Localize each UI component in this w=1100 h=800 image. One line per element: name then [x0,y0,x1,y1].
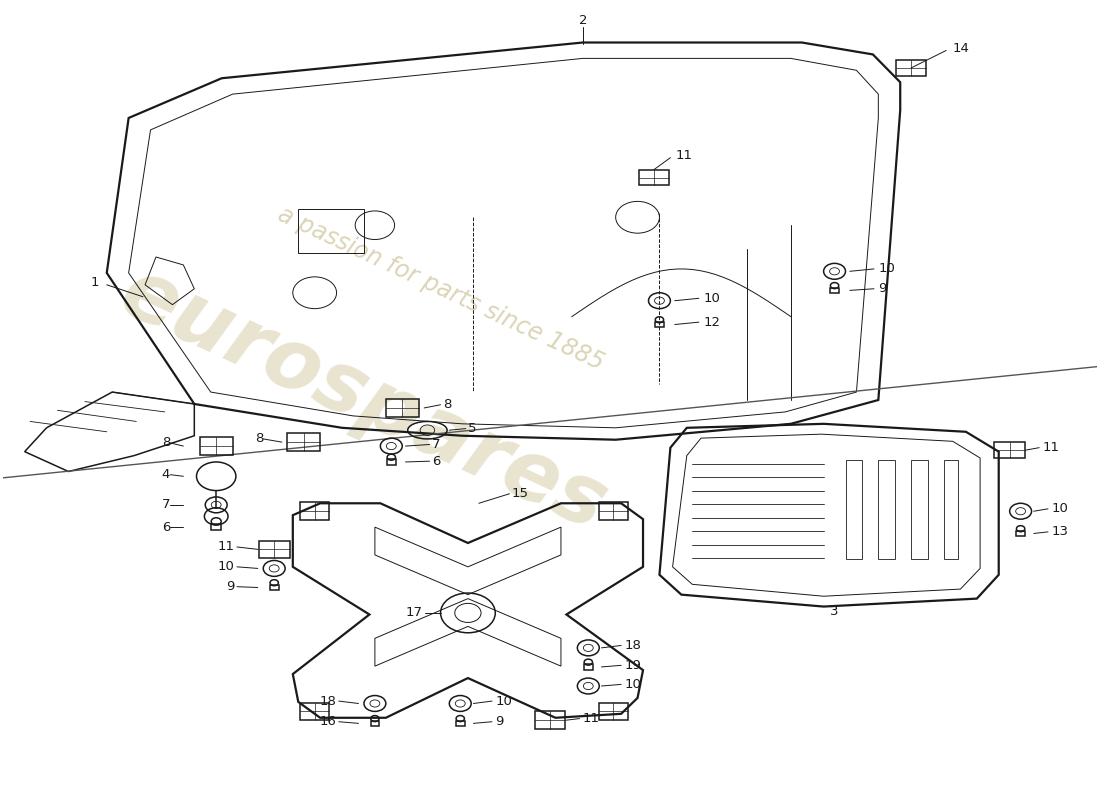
Bar [211,524,221,530]
Text: 6: 6 [162,521,170,534]
Text: 13: 13 [1052,526,1068,538]
Bar [200,438,232,455]
Bar [994,442,1025,458]
Bar [287,434,320,451]
Bar [830,287,839,293]
Text: 10: 10 [625,678,641,691]
Bar [387,459,396,465]
Bar [639,170,669,186]
Text: 10: 10 [495,694,513,707]
Bar [1016,530,1025,536]
Text: 3: 3 [830,605,839,618]
Bar [656,322,663,327]
Text: 19: 19 [625,659,641,672]
Bar [600,502,628,520]
Text: 10: 10 [878,262,895,275]
Text: 8: 8 [255,433,263,446]
Text: 1: 1 [90,276,99,289]
Text: 16: 16 [320,715,337,728]
Bar [584,664,593,670]
Text: 9: 9 [227,580,234,593]
Text: 7: 7 [432,438,440,451]
Bar [386,399,419,417]
Text: 10: 10 [703,292,720,305]
Text: 11: 11 [218,541,234,554]
Text: 4: 4 [162,468,170,481]
Text: 11: 11 [583,712,600,725]
Text: 10: 10 [1052,502,1068,515]
Bar [298,210,364,253]
Text: 8: 8 [162,437,170,450]
Text: 5: 5 [468,422,476,435]
Bar [300,502,329,520]
Bar [600,702,628,720]
Text: 14: 14 [953,42,969,55]
Bar [455,721,464,726]
Bar [535,711,565,729]
Text: 9: 9 [878,282,887,295]
Bar [371,721,380,726]
Text: 15: 15 [512,487,529,500]
Text: 12: 12 [703,316,720,329]
Text: 8: 8 [442,398,451,411]
Text: a passion for parts since 1885: a passion for parts since 1885 [274,202,607,375]
Text: 17: 17 [406,606,424,619]
Text: 11: 11 [1043,441,1059,454]
Text: 11: 11 [675,149,693,162]
Text: 18: 18 [625,639,641,652]
Text: 6: 6 [432,454,440,468]
Text: 9: 9 [495,715,504,728]
Bar [270,585,278,590]
Bar [895,60,926,76]
Text: 18: 18 [320,694,337,707]
Text: 7: 7 [162,498,170,511]
Bar [258,541,289,558]
Text: 10: 10 [218,560,234,574]
Text: 2: 2 [579,14,587,26]
Bar [300,702,329,720]
Text: eurospares: eurospares [108,252,620,548]
